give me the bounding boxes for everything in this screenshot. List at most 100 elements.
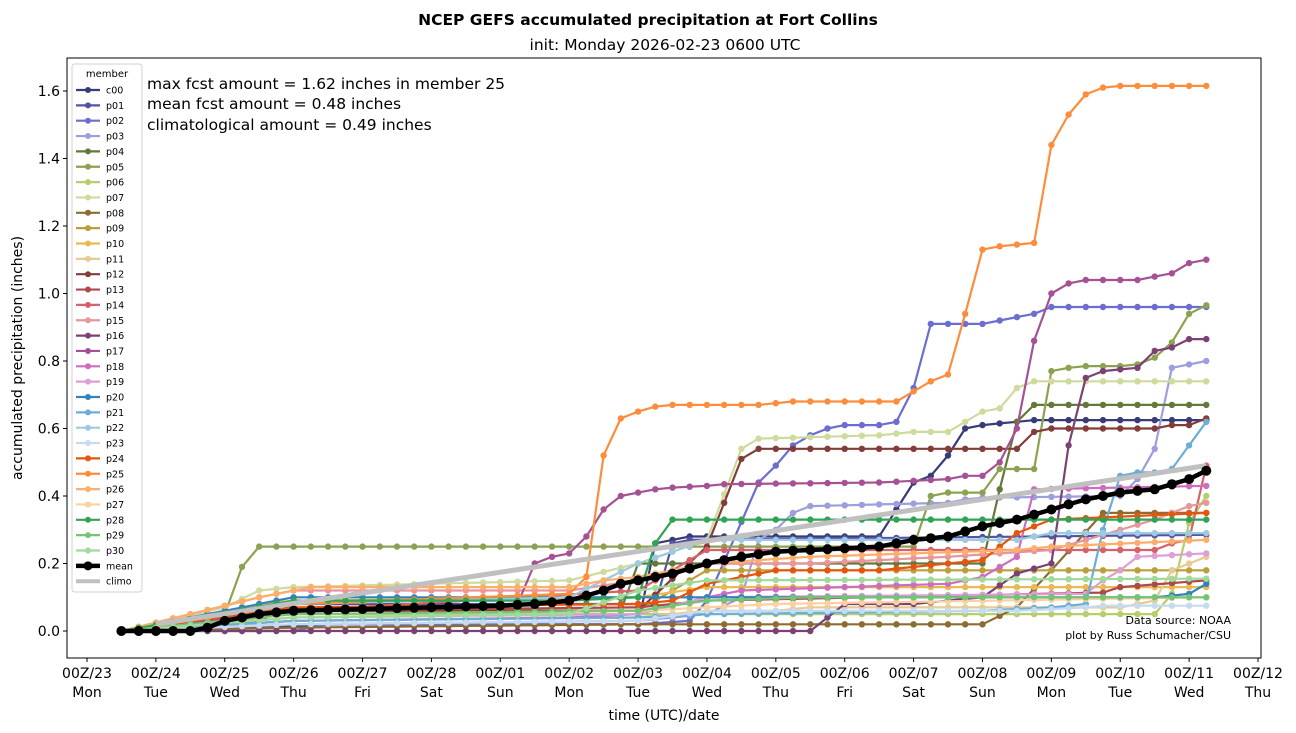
data-point-p27 (858, 599, 866, 606)
data-point-p05 (1065, 364, 1072, 371)
data-point-mean (1115, 487, 1126, 498)
data-point-p26 (307, 583, 315, 591)
data-point-mean (1046, 504, 1057, 515)
data-point-p23 (824, 607, 831, 614)
data-point-p15 (858, 557, 866, 565)
data-point-p15 (1134, 521, 1141, 528)
data-point-mean (805, 545, 816, 555)
data-point-p23 (789, 607, 797, 614)
data-point-p02 (1013, 313, 1021, 321)
data-point-p25 (1168, 82, 1176, 90)
y-tick-label: 1.4 (38, 152, 60, 168)
data-point-p05 (342, 543, 349, 550)
legend-marker (85, 501, 91, 508)
data-point-p16 (652, 627, 659, 635)
series-p16 (118, 335, 1210, 635)
data-point-p26 (1203, 536, 1210, 544)
data-point-p30 (634, 587, 642, 594)
data-point-p29 (910, 594, 917, 601)
data-point-p23 (497, 619, 504, 626)
data-point-c00 (1151, 416, 1158, 424)
data-point-mean (374, 603, 385, 614)
data-point-p30 (1099, 575, 1107, 583)
series-p05 (118, 302, 1210, 635)
data-point-p09 (1134, 567, 1141, 574)
x-tick-label-day: Sat (420, 685, 443, 701)
data-point-mean (116, 626, 127, 636)
data-point-p09 (1065, 567, 1072, 574)
x-tick-label-day: Wed (1174, 685, 1205, 701)
data-point-p02 (1168, 303, 1176, 311)
data-point-p02 (893, 418, 900, 425)
data-point-p25 (548, 591, 556, 598)
legend-item-c00: c00 (76, 86, 123, 97)
legend-marker (85, 378, 91, 385)
legend-label: p10 (106, 239, 124, 250)
data-point-p25 (1030, 239, 1038, 247)
legend-title: member (86, 69, 129, 80)
data-point-p29 (652, 605, 659, 612)
data-point-p24 (927, 562, 934, 569)
data-point-mean (1132, 485, 1143, 496)
data-point-p12 (996, 445, 1003, 452)
data-point-p25 (944, 371, 952, 378)
legend-label: p28 (106, 515, 124, 526)
data-point-p23 (1030, 606, 1038, 614)
data-point-p19 (1168, 551, 1176, 559)
data-point-p22 (617, 568, 624, 576)
data-point-p27 (910, 598, 917, 605)
data-point-p25 (858, 398, 866, 405)
data-point-p25 (841, 398, 848, 405)
legend-label: p05 (106, 162, 124, 173)
data-point-p28 (1134, 516, 1141, 523)
legend-label: p18 (106, 362, 124, 373)
data-point-p25 (634, 408, 642, 415)
data-point-p26 (875, 551, 883, 558)
data-point-p17 (858, 479, 866, 486)
data-point-p12 (1185, 421, 1193, 429)
data-point-p05 (634, 543, 642, 550)
data-point-p23 (617, 617, 624, 625)
data-point-p04 (1151, 401, 1158, 409)
data-point-c00 (1099, 416, 1107, 424)
series-mean (116, 465, 1212, 636)
data-point-p22 (1048, 529, 1055, 537)
data-point-p30 (617, 593, 624, 600)
data-point-p04 (1168, 401, 1176, 409)
data-point-p23 (979, 607, 986, 614)
data-point-p02 (1151, 303, 1158, 311)
data-point-p05 (583, 543, 590, 550)
data-point-p28 (376, 597, 383, 604)
data-point-p25 (669, 401, 676, 409)
data-point-p05 (1151, 354, 1158, 361)
data-point-p26 (583, 580, 590, 587)
data-point-p17 (1203, 256, 1210, 263)
data-point-p15 (772, 560, 779, 567)
data-point-mean (150, 626, 161, 636)
legend-label: p15 (106, 316, 124, 327)
data-point-p24 (669, 597, 676, 604)
data-point-p02 (772, 462, 779, 469)
data-point-p16 (1168, 344, 1176, 351)
data-point-p17 (875, 479, 883, 486)
data-point-p07 (479, 579, 487, 586)
data-point-p30 (1134, 575, 1141, 583)
data-point-c00 (1065, 416, 1072, 424)
data-point-p02 (1117, 303, 1124, 311)
legend-item-p26: p26 (76, 485, 124, 496)
data-point-p26 (531, 583, 538, 591)
chart-title: NCEP GEFS accumulated precipitation at F… (418, 11, 878, 29)
data-point-p12 (789, 445, 797, 452)
data-point-p28 (807, 516, 814, 523)
data-point-p30 (531, 611, 538, 618)
data-point-p14 (1099, 546, 1107, 554)
data-point-mean (271, 607, 282, 618)
legend-item-p03: p03 (76, 132, 124, 143)
data-point-p22 (772, 536, 779, 544)
data-point-p12 (893, 445, 900, 452)
x-tick-label-time: 00Z/09 (1026, 666, 1076, 682)
data-point-p18 (1185, 483, 1193, 490)
data-point-p30 (445, 612, 452, 619)
legend-marker (85, 455, 91, 462)
data-point-p22 (634, 560, 642, 567)
